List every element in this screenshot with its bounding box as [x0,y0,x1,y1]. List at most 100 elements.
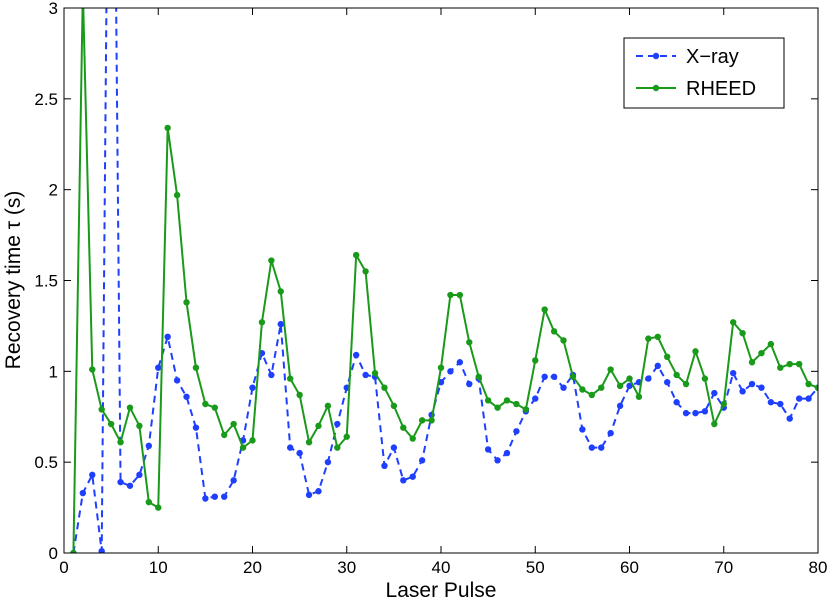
point-rheed [664,353,671,360]
point-xray [673,399,680,406]
point-rheed [720,400,727,408]
legend-label-xray: X−ray [686,46,739,68]
point-rheed [145,498,153,506]
point-rheed [315,422,322,430]
point-rheed [221,431,228,439]
point-xray [192,424,200,431]
x-tick-label: 10 [149,558,168,577]
point-rheed [484,397,492,404]
point-rheed [70,549,77,553]
point-xray [277,320,284,328]
point-rheed [494,404,501,411]
point-rheed [767,340,775,348]
point-xray [390,444,398,451]
point-xray [484,446,492,453]
x-tick-label: 30 [337,558,356,577]
point-rheed [786,360,793,368]
point-xray [117,478,124,486]
point-rheed [814,384,818,391]
x-axis-label: Laser Pulse [386,579,497,602]
point-rheed [390,402,398,410]
y-axis-label: Recovery time τ (s) [2,191,25,370]
legend-box [623,37,785,109]
point-xray [145,442,153,450]
point-xray [588,444,595,451]
point-xray [645,375,652,382]
point-xray [701,408,709,415]
point-rheed [202,400,209,408]
point-rheed [645,335,652,342]
point-rheed [447,291,454,299]
point-xray [739,388,746,395]
point-rheed [126,404,134,411]
x-tick-label: 40 [432,558,451,577]
point-xray [532,395,539,402]
point-rheed [324,402,332,410]
y-tick-label: 3 [49,0,58,18]
point-xray [211,493,218,500]
point-xray [579,426,586,433]
point-rheed [117,438,124,446]
point-xray [305,491,313,499]
point-rheed [164,124,171,132]
point-xray [362,371,369,379]
x-tick-label: 20 [243,558,262,577]
point-xray [767,399,775,406]
point-xray [541,373,548,380]
point-rheed [579,386,586,393]
point-xray [381,462,388,469]
point-rheed [692,348,699,355]
point-xray [79,489,87,497]
point-rheed [277,288,284,295]
point-rheed [183,299,190,306]
point-xray [164,333,171,341]
point-rheed [560,337,567,344]
point-rheed [437,364,445,371]
point-xray [183,393,190,400]
point-xray [456,359,464,366]
point-rheed [748,359,756,366]
point-rheed [287,375,294,382]
point-rheed [98,406,105,413]
point-xray [466,380,473,388]
point-xray [230,477,237,484]
point-xray [513,428,520,435]
x-tick-label: 0 [59,558,68,577]
point-xray [268,371,275,379]
legend: X−ray RHEED [623,37,785,109]
point-xray [400,477,407,484]
point-rheed [173,191,181,199]
point-rheed [569,373,577,380]
point-rheed [466,339,473,346]
series-layer [70,8,818,553]
point-xray [560,384,567,391]
point-rheed [192,364,200,371]
point-xray [626,382,633,390]
point-rheed [230,420,237,428]
point-rheed [400,424,407,431]
point-xray [729,369,737,377]
point-xray [98,547,105,553]
point-rheed [522,406,530,413]
point-rheed [343,433,350,440]
point-rheed [268,257,275,264]
point-xray [287,444,294,451]
point-rheed [362,268,369,275]
point-rheed [249,437,256,444]
point-rheed [532,357,539,364]
point-rheed [758,349,765,357]
point-rheed [409,435,416,442]
point-xray [503,449,511,457]
series-line-rheed [72,8,818,553]
point-xray [173,377,181,384]
point-rheed [211,404,218,411]
x-tick-label: 50 [526,558,545,577]
point-rheed [729,319,737,326]
x-tick-label: 70 [714,558,733,577]
point-rheed [739,329,746,337]
point-rheed [711,420,718,428]
y-tick-label: 1.5 [34,272,58,291]
point-rheed [107,420,115,428]
point-rheed [616,382,624,390]
